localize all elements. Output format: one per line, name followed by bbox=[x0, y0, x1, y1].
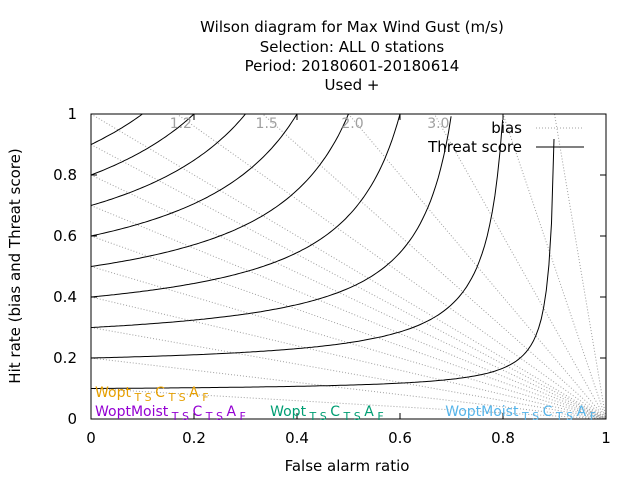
y-tick-label: 1 bbox=[67, 105, 77, 123]
y-tick-label: 0.6 bbox=[53, 227, 77, 245]
legend-label-bias: bias bbox=[491, 119, 522, 137]
bias-line bbox=[91, 266, 606, 419]
y-tick-label: 0 bbox=[67, 410, 77, 428]
series-label: Wopt T S C T S A F bbox=[270, 404, 384, 423]
y-axis-ticks: 0 0.2 0.4 0.6 0.8 1 bbox=[53, 105, 606, 428]
y-tick-label: 0.4 bbox=[53, 288, 77, 306]
bias-line bbox=[91, 296, 606, 419]
threat-score-curve bbox=[91, 138, 555, 389]
bias-line bbox=[91, 144, 606, 419]
threat-score-lines bbox=[91, 114, 555, 389]
bias-line bbox=[91, 357, 606, 419]
bias-line bbox=[91, 388, 606, 419]
threat-score-curve bbox=[91, 114, 349, 267]
title-line-1: Wilson diagram for Max Wind Gust (m/s) bbox=[200, 18, 504, 36]
x-tick-label: 0.8 bbox=[491, 429, 515, 447]
x-tick-label: 0.6 bbox=[388, 429, 412, 447]
series-label: WoptMoist T S C T S A F bbox=[95, 404, 246, 423]
threat-score-curve bbox=[91, 114, 195, 176]
bias-value-label: 1.5 bbox=[256, 116, 278, 132]
x-tick-label: 0.4 bbox=[285, 429, 309, 447]
bias-line bbox=[502, 114, 606, 419]
threat-score-curve bbox=[91, 114, 247, 206]
y-tick-label: 0.2 bbox=[53, 349, 77, 367]
bias-value-label: 2.0 bbox=[341, 116, 363, 132]
x-tick-label: 1 bbox=[601, 429, 611, 447]
x-axis-ticks: 0 0.2 0.4 0.6 0.8 1 bbox=[86, 114, 611, 447]
title-line-2: Selection: ALL 0 stations bbox=[260, 38, 445, 56]
bias-labels: 1.2 1.5 2.0 3.0 bbox=[170, 116, 450, 132]
threat-score-curve bbox=[91, 114, 298, 237]
chart-title: Wilson diagram for Max Wind Gust (m/s) S… bbox=[200, 18, 504, 94]
threat-score-curve bbox=[91, 114, 144, 145]
threat-score-curve bbox=[91, 116, 452, 328]
threat-score-curve bbox=[91, 119, 504, 359]
y-axis-label: Hit rate (bias and Threat score) bbox=[6, 148, 24, 383]
bias-line bbox=[91, 235, 606, 419]
legend: bias Threat score bbox=[427, 119, 584, 156]
title-line-3: Period: 20180601-20180614 bbox=[245, 57, 460, 75]
x-tick-label: 0.2 bbox=[182, 429, 206, 447]
legend-label-threat-score: Threat score bbox=[427, 138, 522, 156]
x-axis-label: False alarm ratio bbox=[285, 457, 410, 475]
title-line-4: Used + bbox=[325, 76, 380, 94]
bias-value-label: 1.2 bbox=[170, 116, 192, 132]
x-tick-label: 0 bbox=[86, 429, 96, 447]
y-tick-label: 0.8 bbox=[53, 166, 77, 184]
bias-line bbox=[91, 205, 606, 419]
threat-score-curve bbox=[91, 114, 401, 298]
series-label: Wopt T S C T S A F bbox=[95, 385, 209, 404]
plot-frame bbox=[90, 113, 607, 420]
bias-line bbox=[91, 114, 606, 419]
bias-line bbox=[175, 114, 606, 419]
series-label: WoptMoist T S C T S A F bbox=[445, 404, 596, 423]
bias-lines bbox=[91, 114, 606, 419]
bias-line bbox=[91, 327, 606, 419]
bias-value-label: 3.0 bbox=[427, 116, 449, 132]
bias-line bbox=[91, 174, 606, 419]
